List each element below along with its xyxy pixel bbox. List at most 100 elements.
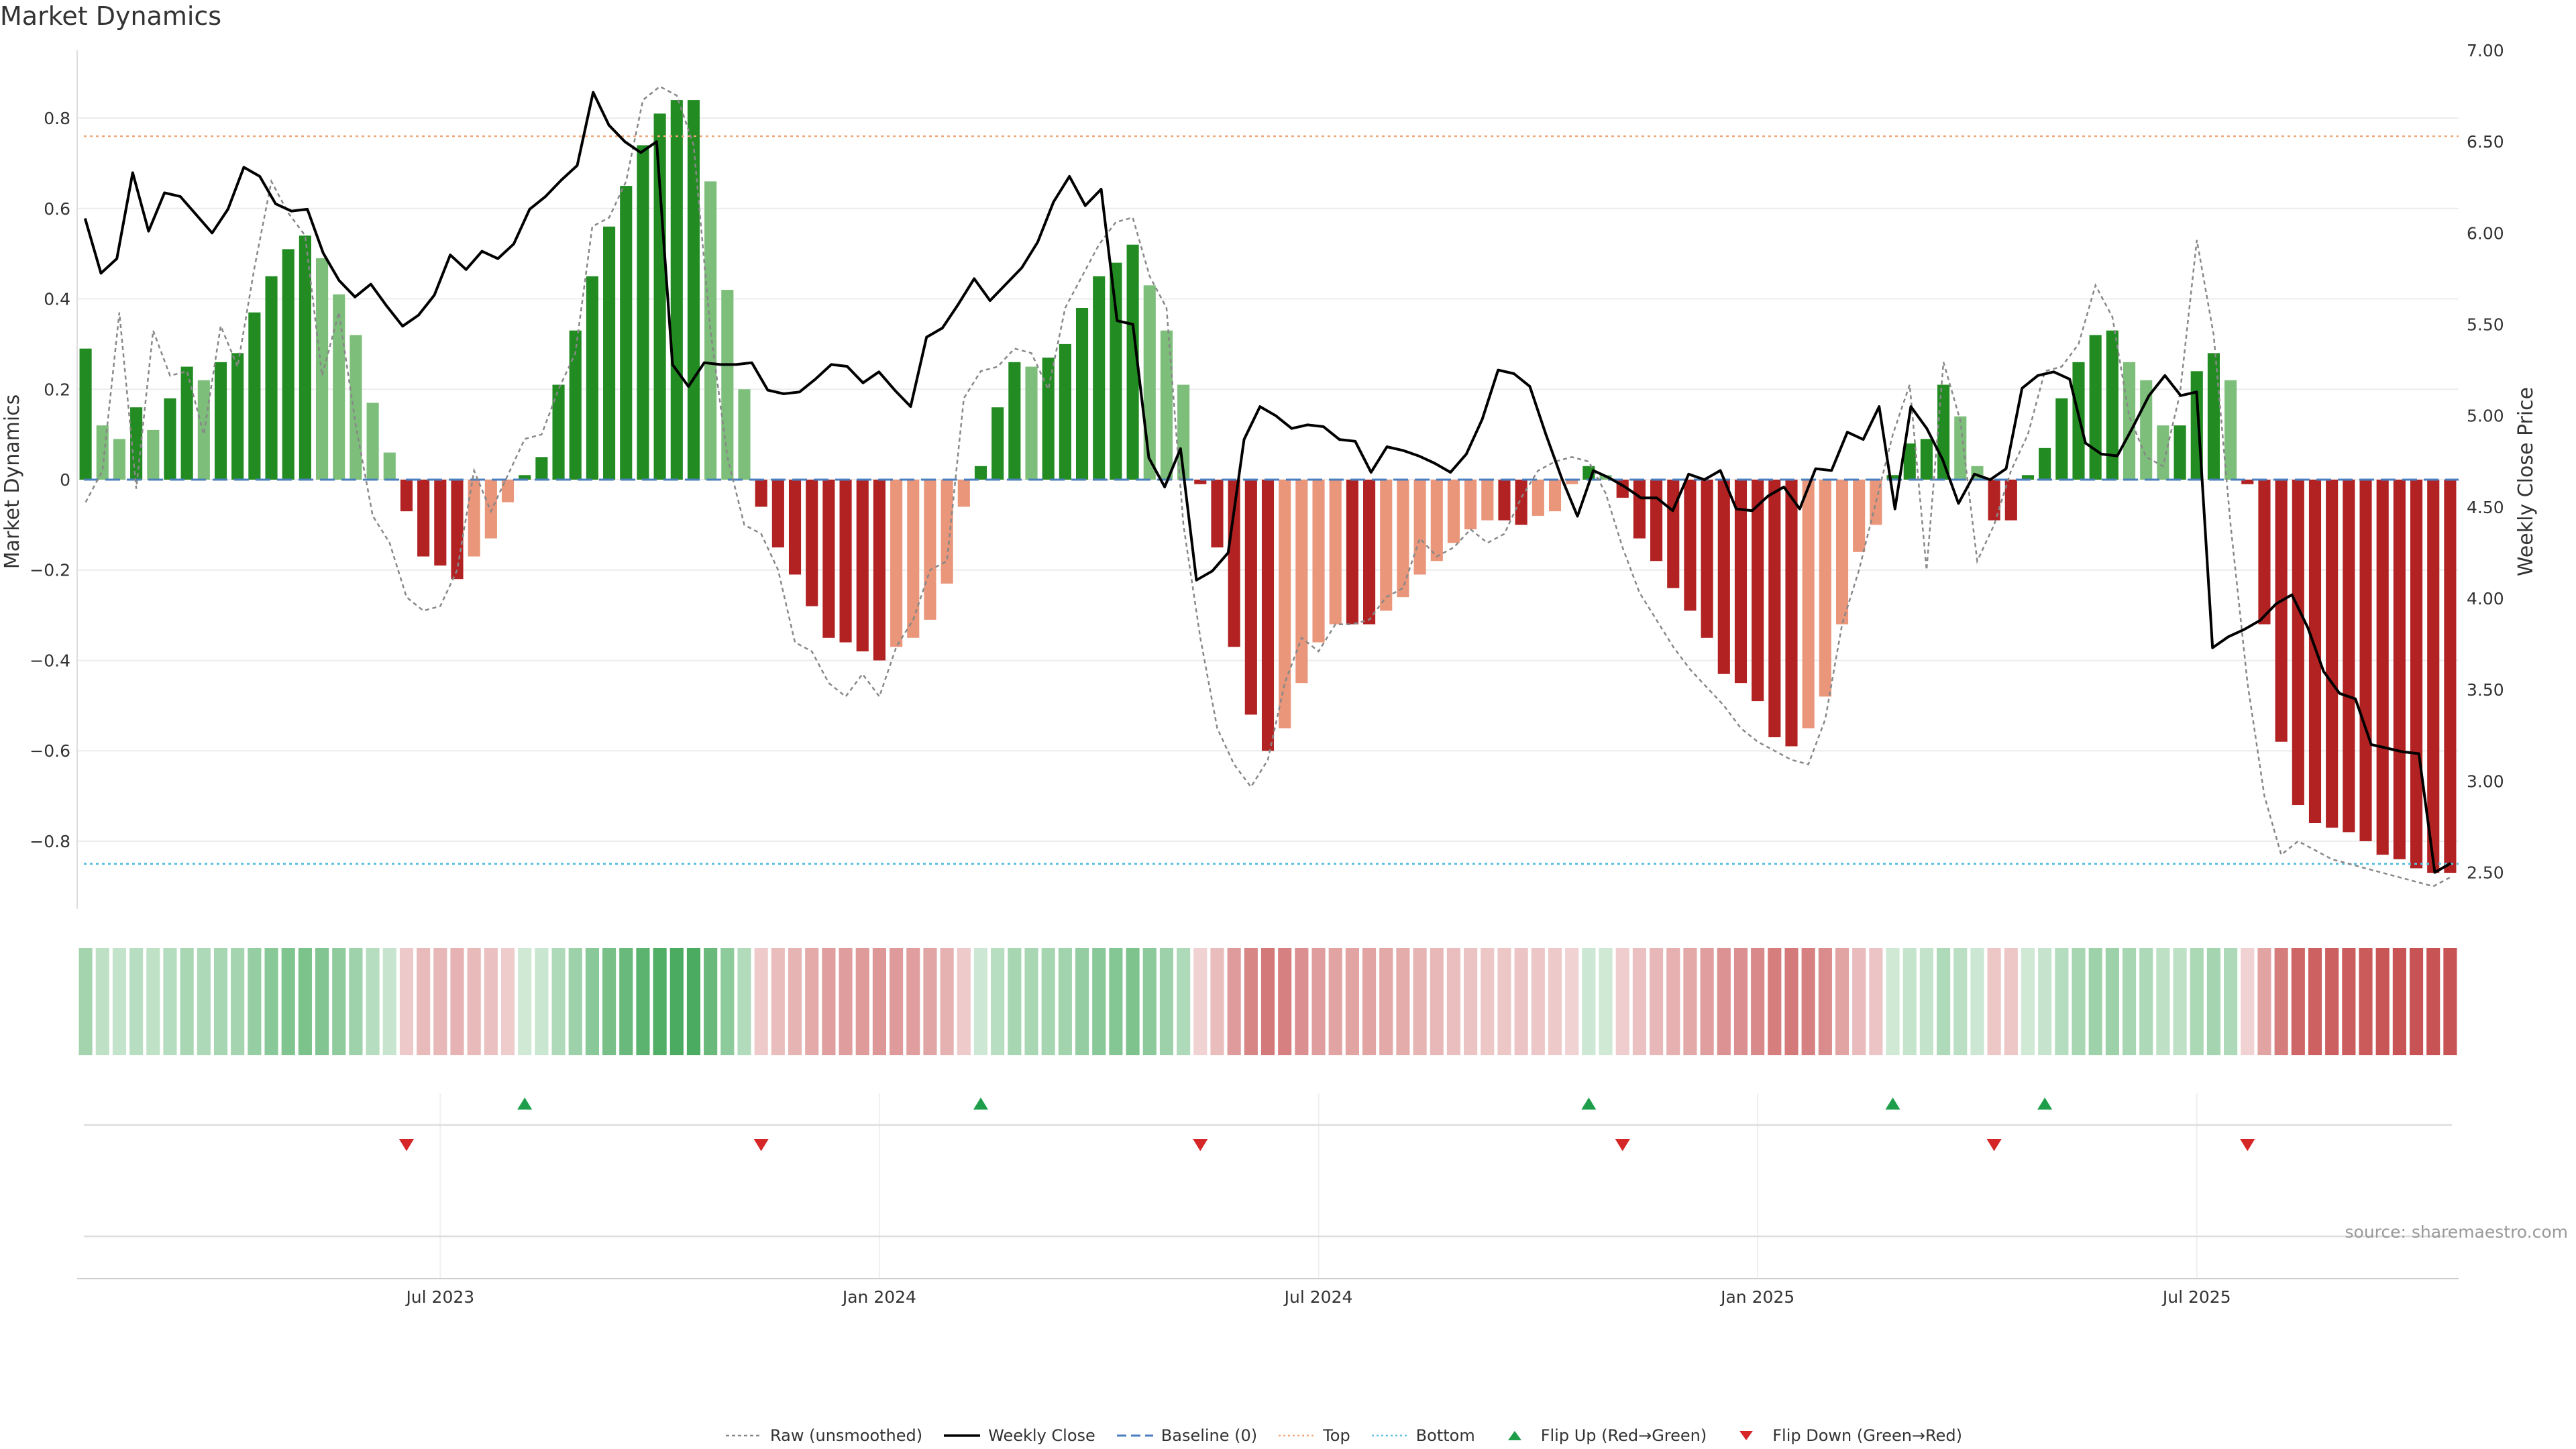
regime-cell [78, 948, 93, 1055]
momentum-bar [1126, 244, 1139, 480]
regime-cell [180, 948, 194, 1055]
momentum-bar [738, 389, 751, 480]
momentum-bar [637, 145, 649, 480]
flip-up-marker [973, 1097, 988, 1110]
flip-down-marker [2240, 1139, 2255, 1151]
momentum-bar [687, 100, 700, 480]
regime-cell [1008, 948, 1022, 1055]
x-tick-label: Jul 2024 [1283, 1287, 1353, 1307]
momentum-bar [2241, 480, 2254, 484]
momentum-bar [147, 429, 160, 480]
regime-cell [129, 948, 144, 1055]
regime-cell [2139, 948, 2153, 1055]
regime-cell [1531, 948, 1545, 1055]
x-tick-label: Jul 2023 [405, 1287, 474, 1307]
legend-label: Bottom [1415, 1426, 1475, 1445]
market-dynamics-chart: 0.8 0.6 0.4 0.2 0 −0.2 −0.4 −0.6 −0.8 7.00 6.50 6.0… [1, 41, 2538, 1307]
momentum-bar [1667, 480, 1680, 588]
regime-cell [1565, 948, 1579, 1055]
triangle-up-icon [1507, 1431, 1521, 1440]
regime-cell [332, 948, 346, 1055]
left-tick-label: −0.8 [30, 832, 70, 851]
regime-cell [1481, 948, 1495, 1055]
momentum-bar [1194, 480, 1207, 484]
regime-cell [2257, 948, 2271, 1055]
momentum-bar [1701, 480, 1713, 638]
momentum-bar [1650, 480, 1663, 561]
regime-cell [1751, 948, 1765, 1055]
momentum-bar [1093, 276, 1106, 480]
regime-cell [281, 948, 295, 1055]
momentum-bar [2157, 425, 2169, 480]
momentum-bar [1819, 480, 1831, 697]
regime-cell [2359, 948, 2373, 1055]
flip-down-marker [1615, 1139, 1630, 1151]
momentum-bar [1548, 480, 1562, 512]
momentum-bar [1160, 330, 1173, 480]
regime-cell [2409, 948, 2424, 1055]
regime-cell [1075, 948, 1089, 1055]
momentum-bar [1110, 262, 1122, 480]
momentum-bar [1633, 480, 1646, 539]
momentum-bar [839, 480, 852, 643]
regime-cell [467, 948, 481, 1055]
solid-line-icon [944, 1434, 981, 1437]
right-tick-label: 3.50 [2467, 680, 2504, 700]
regime-cell [231, 948, 245, 1055]
right-tick-label: 6.00 [2467, 223, 2504, 243]
momentum-bar [771, 480, 784, 548]
regime-cell [1953, 948, 1968, 1055]
regime-cell [1599, 948, 1613, 1055]
right-tick-label: 4.50 [2467, 498, 2504, 517]
regime-cell [1109, 948, 1123, 1055]
regime-cell [1852, 948, 1866, 1055]
momentum-bar [1734, 480, 1748, 684]
momentum-bar [451, 480, 464, 580]
regime-cell [839, 948, 853, 1055]
momentum-bar [79, 348, 92, 480]
momentum-bar [1464, 480, 1477, 530]
regime-cell [619, 948, 633, 1055]
regime-cell [957, 948, 971, 1055]
regime-cell [653, 948, 667, 1055]
flip-up-marker [1581, 1097, 1597, 1110]
regime-cell [1683, 948, 1697, 1055]
regime-cell [602, 948, 616, 1055]
regime-cell [923, 948, 937, 1055]
regime-cell [349, 948, 363, 1055]
right-tick-label: 6.50 [2467, 132, 2504, 152]
regime-cell [1328, 948, 1342, 1055]
dotted-line-icon [726, 1434, 762, 1437]
momentum-bar [2359, 480, 2372, 841]
left-axis-title: Market Dynamics [1, 394, 24, 570]
regime-cell [1362, 948, 1377, 1055]
regime-cell [382, 948, 396, 1055]
momentum-bar [1481, 480, 1494, 521]
momentum-bar [1244, 480, 1257, 715]
momentum-bar [653, 113, 666, 480]
momentum-bar [2021, 475, 2035, 480]
regime-cell [1700, 948, 1714, 1055]
regime-cell [1666, 948, 1680, 1055]
momentum-bar [569, 330, 582, 480]
regime-cell [1177, 948, 1191, 1055]
momentum-bar [2427, 480, 2440, 873]
regime-cell [1413, 948, 1427, 1055]
regime-cell [1159, 948, 1174, 1055]
momentum-bar [1515, 480, 1527, 525]
regime-cell [163, 948, 177, 1055]
right-axis-title: Weekly Close Price [2514, 387, 2538, 576]
regime-cell [686, 948, 701, 1055]
regime-cell [991, 948, 1005, 1055]
page-title: Market Dynamics [0, 1, 222, 31]
momentum-bar [1397, 480, 1409, 598]
momentum-bar [519, 475, 531, 480]
momentum-bar [620, 186, 633, 480]
momentum-bar [1802, 480, 1815, 729]
momentum-bar [468, 480, 480, 557]
momentum-bars [79, 100, 2457, 873]
regime-cell [1126, 948, 1140, 1055]
regime-cell [568, 948, 582, 1055]
momentum-bar [113, 439, 126, 480]
regime-cell [2241, 948, 2255, 1055]
